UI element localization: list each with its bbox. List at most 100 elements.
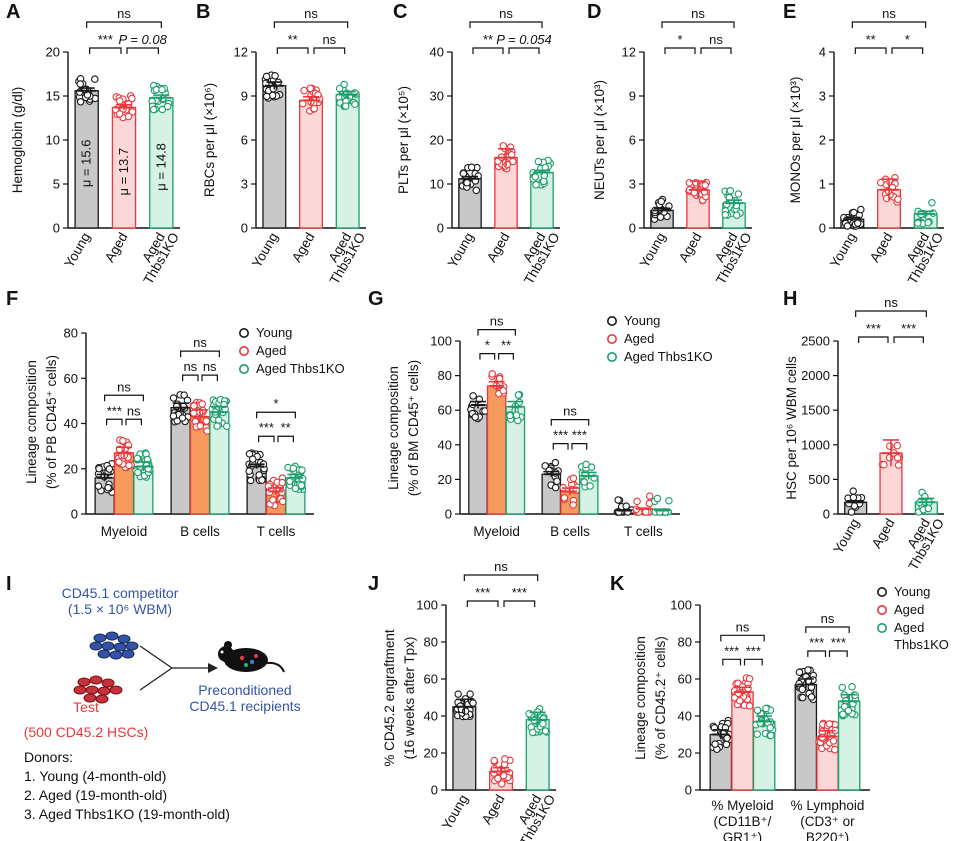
significance-label: ***: [724, 643, 739, 658]
significance-bracket: [498, 353, 514, 360]
significance-label: **: [281, 420, 291, 435]
legend-marker: [876, 586, 887, 597]
group-label: T cells: [257, 524, 296, 539]
data-point: [488, 370, 497, 378]
y-tick-label: 0: [53, 221, 60, 236]
y-tick-label: 2500: [801, 334, 830, 349]
panel-label-H: H: [783, 288, 797, 310]
data-point: [134, 468, 142, 477]
significance-label: ***: [572, 428, 587, 443]
y-axis-title: Lineage composition: [24, 360, 39, 484]
test-label-line1: Test: [73, 699, 99, 715]
data-point: [269, 496, 277, 504]
significance-bracket: [89, 47, 122, 54]
data-point: [914, 219, 922, 227]
data-point: [490, 756, 498, 765]
data-point: [804, 666, 812, 674]
bar: [298, 99, 324, 229]
y-tick-label: 80: [64, 326, 78, 341]
legend-label: Thbs1KO: [894, 637, 949, 652]
y-axis-title: Lineage composition: [633, 636, 648, 760]
panel-A: 0 5 10 15 20 Hemoglobin (g/dl) Aμ = 15.6 μ = 13…: [6, 1, 182, 287]
data-point: [169, 412, 178, 420]
significance-bracket: [722, 658, 742, 666]
donor-item-2: 2. Aged (19-month-old): [24, 787, 167, 803]
y-tick-label: 60: [438, 403, 452, 418]
significance-label: ns: [494, 559, 508, 574]
data-point: [722, 740, 731, 749]
data-point: [298, 466, 306, 474]
legend-marker: [606, 351, 617, 362]
y-tick-label: 6: [629, 133, 636, 148]
competitor-label-line1: CD45.1 competitor: [62, 585, 179, 601]
significance-bracket: [277, 435, 294, 443]
significance-label: ***: [475, 585, 490, 600]
donors-title: Donors:: [24, 749, 73, 765]
panel-label-I: I: [6, 573, 12, 595]
data-point: [105, 465, 114, 473]
significance-label: ns: [203, 359, 217, 374]
y-tick-label: 80: [678, 635, 692, 650]
significance-bracket: [477, 329, 516, 336]
data-point: [115, 110, 124, 118]
data-point: [278, 488, 286, 497]
group-label: % Lymphoid: [791, 798, 865, 813]
data-point: [843, 222, 852, 230]
legend-marker: [876, 604, 887, 615]
panel-label-F: F: [6, 288, 18, 310]
y-tick-label: 6: [241, 133, 248, 148]
legend-label: Aged: [256, 343, 286, 358]
significance-bracket: [472, 47, 504, 54]
significance-label: **: [501, 338, 511, 353]
significance-bracket: [508, 47, 540, 54]
data-point: [246, 476, 255, 485]
y-tick-label: 1500: [801, 403, 830, 418]
y-tick-label: 0: [629, 221, 636, 236]
data-point: [271, 71, 279, 80]
y-tick-label: 60: [424, 672, 438, 687]
data-point: [501, 755, 509, 763]
data-point: [532, 181, 540, 189]
data-point: [847, 508, 856, 516]
significance-label: ***: [512, 585, 527, 600]
y-tick-label: 9: [629, 89, 636, 104]
group-label: Myeloid: [101, 524, 148, 539]
significance-label: ns: [127, 403, 141, 418]
legend-marker: [606, 315, 617, 326]
significance-label: ns: [884, 295, 898, 310]
y-tick-label: 20: [430, 133, 444, 148]
y-tick-label: 40: [64, 416, 78, 431]
data-point: [454, 690, 462, 698]
competitor-label-line2: (1.5 × 10⁶ WBM): [68, 601, 172, 617]
group-label: B220⁺): [806, 830, 849, 841]
data-point: [469, 699, 477, 707]
panel-label-K: K: [610, 573, 625, 595]
y-tick-label: 1: [819, 177, 826, 192]
y-tick-label: 20: [424, 746, 438, 761]
significance-label: ns: [691, 6, 705, 21]
data-point: [745, 702, 754, 710]
category-label: Young: [61, 230, 93, 270]
category-label: Aged: [289, 230, 318, 265]
y-tick-label: 20: [438, 472, 452, 487]
y-axis-title: Hemoglobin (g/dl): [10, 87, 25, 194]
significance-bracket: [469, 21, 543, 28]
data-point: [76, 98, 85, 106]
bar: [262, 85, 287, 229]
significance-bracket: [180, 350, 220, 358]
data-point: [924, 504, 933, 513]
data-point: [467, 163, 476, 172]
significance-label: ***: [259, 420, 274, 435]
data-point: [586, 482, 594, 490]
significance-bracket: [854, 47, 887, 54]
significance-label: ns: [304, 6, 318, 21]
legend-label: Aged Thbs1KO: [624, 349, 713, 364]
legend-label: Aged Thbs1KO: [256, 361, 345, 376]
category-label: Aged: [867, 230, 896, 265]
significance-bracket: [891, 47, 924, 54]
legend-label: Aged: [894, 602, 924, 617]
data-point: [701, 181, 709, 189]
significance-label: P = 0.08: [119, 32, 168, 47]
